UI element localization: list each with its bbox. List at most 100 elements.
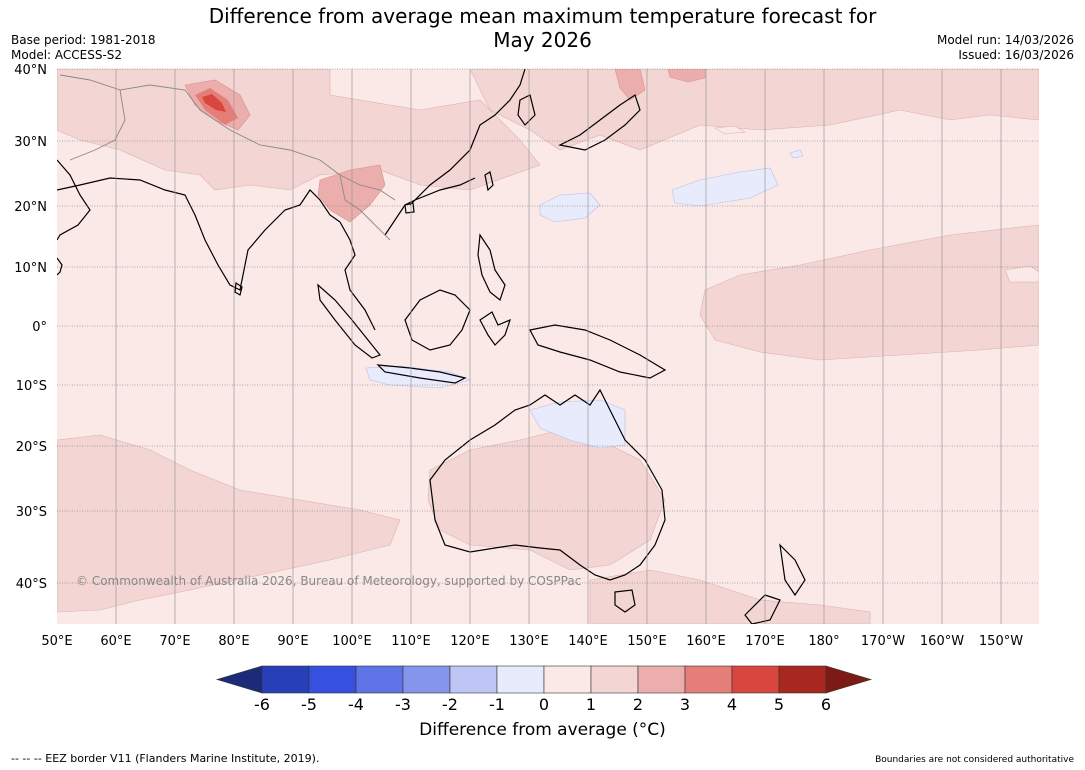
anomaly-zone-south-indian: [57, 434, 401, 613]
coastline-sulawesi: [479, 311, 511, 346]
copyright-notice: © Commonwealth of Australia 2026, Bureau…: [76, 574, 582, 588]
colorbar-bin: [449, 665, 498, 694]
lat-label: 40°S: [16, 577, 47, 592]
boundaries-disclaimer: Boundaries are not considered authoritat…: [875, 755, 1074, 765]
coastline-hainan: [404, 202, 415, 214]
coastline-korea: [517, 94, 536, 126]
coastline-taiwan: [484, 171, 494, 192]
colorbar-bin: [402, 665, 451, 694]
lat-label: 40°N: [14, 63, 47, 78]
anomaly-zone-tasman: [589, 569, 871, 624]
colorbar-tick-label: -2: [442, 695, 458, 714]
coastline-china-east: [409, 69, 526, 206]
colorbar-tick-label: -6: [254, 695, 270, 714]
colorbar-label: Difference from average (°C): [419, 720, 666, 740]
coastline-sumatra: [317, 283, 381, 359]
lon-label: 110°E: [391, 634, 431, 649]
anomaly-neg-small: [789, 149, 804, 159]
lon-label: 130°E: [509, 634, 549, 649]
colorbar-tick-label: 6: [821, 695, 831, 714]
coastline-australia: [429, 388, 666, 581]
coastline-philippines: [477, 233, 506, 302]
eez-border-note: -- -- -- EEZ border V11 (Flanders Marine…: [11, 752, 320, 765]
anomaly-neg-queensland: [529, 399, 626, 449]
lon-label: 80°E: [218, 634, 249, 649]
lat-label: 30°N: [14, 135, 47, 150]
model-run: Model run: 14/03/2026: [936, 33, 1074, 47]
coastline-borneo: [404, 289, 471, 351]
colorbar-tick-label: 0: [539, 695, 549, 714]
lon-label: 50°E: [41, 634, 72, 649]
coastline-japan: [558, 94, 641, 151]
lat-label: 10°S: [16, 379, 47, 394]
country-borders: [59, 74, 396, 241]
border-central-asia: [59, 74, 126, 161]
title-line-1: Difference from average mean maximum tem…: [208, 4, 877, 28]
anomaly-neg-java: [365, 365, 471, 389]
lon-gridlines: [115, 69, 1002, 624]
lon-label: 170°W: [861, 634, 905, 649]
coastline-tasmania: [614, 589, 636, 613]
coastline-arabia: [57, 159, 91, 241]
colorbar-arrow-low: [215, 665, 263, 694]
lon-label: 60°E: [100, 634, 131, 649]
model-name: Model: ACCESS-S2: [11, 48, 123, 62]
coastline-africa: [57, 257, 63, 276]
meta-right: Model run: 14/03/2026 Issued: 16/03/2026: [937, 33, 1074, 63]
meta-left: Base period: 1981-2018 Model: ACCESS-S2: [11, 33, 156, 63]
coastline-new-zealand: [744, 543, 806, 624]
title-line-2: May 2026: [493, 28, 592, 52]
colorbar-tick-label: -1: [489, 695, 505, 714]
lat-label: 30°S: [16, 505, 47, 520]
colorbar-bin: [731, 665, 780, 694]
base-period: Base period: 1981-2018: [11, 33, 156, 47]
lon-label: 160°W: [920, 634, 964, 649]
anomaly-neg-west-pacific: [539, 192, 601, 223]
colorbar-bin: [590, 665, 639, 694]
anomaly-zone-indochina: [317, 164, 386, 223]
border-south-asia: [119, 84, 361, 211]
issued-date: Issued: 16/03/2026: [958, 48, 1074, 62]
anomaly-neg-north-pacific: [671, 167, 779, 207]
lat-label: 20°S: [16, 440, 47, 455]
lat-gridlines: [57, 68, 1039, 584]
colorbar-arrow-high: [825, 665, 873, 694]
lat-label: 10°N: [14, 261, 47, 276]
lon-labels: 50°E 60°E 70°E 80°E 90°E 100°E 110°E 120…: [41, 634, 1023, 649]
lon-label: 160°E: [686, 634, 726, 649]
anomaly-core-kashmir-max: [202, 94, 226, 112]
colorbar-tick-label: -3: [395, 695, 411, 714]
lon-label: 170°E: [745, 634, 785, 649]
colorbar-bin: [355, 665, 404, 694]
anomaly-zone-mongolia: [614, 69, 646, 101]
anomaly-low-ne-pacific: [1004, 265, 1039, 283]
coastlines: [57, 69, 806, 624]
colorbar-bin: [261, 665, 310, 694]
lat-labels: 40°N 30°N 20°N 10°N 0° 10°S 20°S 30°S 40…: [14, 63, 47, 592]
coastline-java: [376, 364, 467, 384]
map: 40°N 30°N 20°N 10°N 0° 10°S 20°S 30°S 40…: [14, 63, 1039, 649]
anomaly-zone-north-pacific: [469, 69, 1039, 151]
lat-label: 0°: [32, 320, 47, 335]
colorbar-bin: [637, 665, 686, 694]
colorbar-tick-label: -4: [348, 695, 364, 714]
colorbar-ticks: -6 -5 -4 -3 -2 -1 0 1 2 3 4 5 6: [254, 695, 831, 714]
colorbar-tick-label: -5: [301, 695, 317, 714]
lon-label: 120°E: [450, 634, 490, 649]
coastline-sri-lanka: [234, 281, 243, 296]
colorbar-tick-label: 5: [774, 695, 784, 714]
colorbar-bin: [684, 665, 733, 694]
lat-label: 20°N: [14, 200, 47, 215]
colorbar-bin: [543, 665, 592, 694]
border-china-indochina: [339, 174, 396, 241]
anomaly-zone-australia: [427, 429, 666, 571]
colorbar-tick-label: 3: [680, 695, 690, 714]
chart-title: Difference from average mean maximum tem…: [0, 4, 1085, 52]
colorbar-tick-label: 2: [633, 695, 643, 714]
lon-label: 90°E: [277, 634, 308, 649]
coastline-new-guinea: [529, 324, 667, 379]
anomaly-low-korea: [714, 125, 746, 135]
lon-label: 150°W: [979, 634, 1023, 649]
lon-label: 100°E: [332, 634, 372, 649]
colorbar-bin: [308, 665, 357, 694]
